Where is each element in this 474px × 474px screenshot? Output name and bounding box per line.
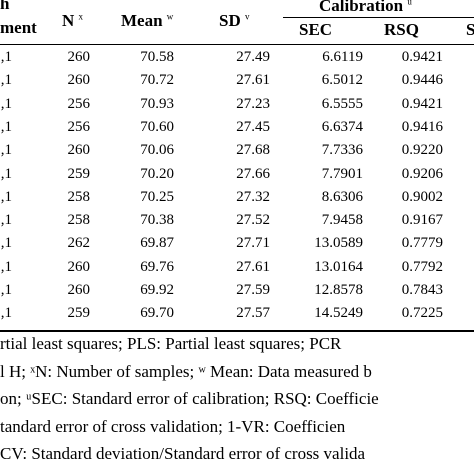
cell-c0: ,1 <box>0 72 12 89</box>
cell-mean: 69.76 <box>140 258 174 275</box>
cell-sec: 7.7336 <box>321 142 363 159</box>
cell-n: 262 <box>67 235 91 252</box>
cell-c0: ,1 <box>0 282 12 298</box>
footnote-line: tandard error of cross validation; 1-VR:… <box>0 416 346 436</box>
cell-sd: 27.45 <box>236 118 270 135</box>
cell-c0: ,1 <box>0 118 12 135</box>
cell-mean: 70.93 <box>140 95 174 112</box>
cell-sd: 27.66 <box>236 165 270 182</box>
cell-c0: ,1 <box>0 235 12 252</box>
cell-n: 259 <box>67 305 91 322</box>
cell-sec: 8.6306 <box>321 188 363 205</box>
cell-mean: 70.60 <box>140 118 174 135</box>
cell-c0: ,1 <box>0 165 12 182</box>
cell-rsq: 0.9446 <box>401 72 443 89</box>
cell-mean: 70.72 <box>140 72 174 89</box>
cell-mean: 70.06 <box>140 142 174 159</box>
cell-c0: ,1 <box>0 212 12 229</box>
cell-sd: 27.49 <box>236 49 270 65</box>
header-n: N x <box>62 11 84 30</box>
cell-mean: 70.25 <box>140 188 174 205</box>
cell-sd: 27.68 <box>236 142 270 159</box>
cell-rsq: 0.7792 <box>401 258 443 275</box>
header-col0-line1: h <box>0 0 10 13</box>
cell-sd: 27.71 <box>236 235 270 252</box>
cell-sec: 6.6374 <box>321 118 363 135</box>
cell-sd: 27.59 <box>236 282 270 298</box>
bottom-rule <box>0 330 474 332</box>
cell-n: 259 <box>67 165 91 182</box>
cell-n: 260 <box>67 49 91 65</box>
cell-rsq: 0.9421 <box>401 49 443 65</box>
calibration-underline <box>283 17 474 18</box>
cell-n: 258 <box>67 212 91 229</box>
cell-sd: 27.61 <box>236 72 270 89</box>
footnote-line: CV: Standard deviation/Standard error of… <box>0 444 366 463</box>
cell-sd: 27.32 <box>236 188 270 205</box>
cell-n: 256 <box>67 95 91 112</box>
cell-mean: 69.70 <box>140 305 174 322</box>
cell-sec: 6.6119 <box>322 49 363 65</box>
cell-sd: 27.61 <box>236 258 270 275</box>
cell-sec: 7.9458 <box>321 212 363 229</box>
cell-rsq: 0.9421 <box>401 95 443 112</box>
cell-rsq: 0.7843 <box>401 282 443 298</box>
cell-sec: 13.0164 <box>314 258 363 275</box>
cell-sec: 6.5555 <box>321 95 363 112</box>
header-rule <box>0 44 474 45</box>
cell-c0: ,1 <box>0 142 12 159</box>
cell-mean: 70.58 <box>140 49 174 65</box>
cell-rsq: 0.9416 <box>401 118 443 135</box>
header-rsq: RSQ <box>384 20 419 39</box>
cell-sec: 7.7901 <box>321 165 363 182</box>
header-cut: S <box>466 20 474 39</box>
header-sec: SEC <box>299 20 333 39</box>
cell-sec: 12.8578 <box>314 282 363 298</box>
cell-n: 260 <box>67 282 91 298</box>
header-mean: Mean w <box>121 11 174 30</box>
header-sd: SD v <box>219 11 250 30</box>
cell-mean: 69.87 <box>140 235 174 252</box>
cell-n: 256 <box>67 118 91 135</box>
cell-n: 258 <box>67 188 91 205</box>
cell-rsq: 0.9167 <box>401 212 443 229</box>
cell-mean: 69.92 <box>140 282 174 298</box>
cell-c0: ,1 <box>0 258 12 275</box>
cell-c0: ,1 <box>0 188 12 205</box>
header-col0-line2: ment <box>0 18 37 37</box>
footnote-line: l H; ˣN: Number of samples; ʷ Mean: Data… <box>0 361 372 381</box>
cell-rsq: 0.9206 <box>401 165 443 182</box>
cell-rsq: 0.7779 <box>401 235 443 252</box>
cell-n: 260 <box>67 258 91 275</box>
cell-sd: 27.57 <box>236 305 270 322</box>
footnote-line: rtial least squares; PLS: Partial least … <box>0 334 342 353</box>
cell-sec: 14.5249 <box>314 305 363 322</box>
cell-c0: ,1 <box>0 95 12 112</box>
cell-mean: 70.38 <box>140 212 174 229</box>
cell-sec: 6.5012 <box>321 72 363 89</box>
footnote-line: on; ᵘSEC: Standard error of calibration;… <box>0 389 379 408</box>
cell-sec: 13.0589 <box>314 235 363 252</box>
cell-mean: 70.20 <box>140 165 174 182</box>
cell-c0: ,1 <box>0 49 12 65</box>
cell-rsq: 0.9220 <box>401 142 443 159</box>
cell-rsq: 0.9002 <box>401 188 443 205</box>
cell-sd: 27.52 <box>236 212 270 229</box>
cell-rsq: 0.7225 <box>401 305 443 322</box>
cell-n: 260 <box>67 72 91 89</box>
cell-n: 260 <box>67 142 91 159</box>
header-calibration: Calibration u <box>319 0 412 15</box>
cell-sd: 27.23 <box>236 95 270 112</box>
cell-c0: ,1 <box>0 305 12 322</box>
